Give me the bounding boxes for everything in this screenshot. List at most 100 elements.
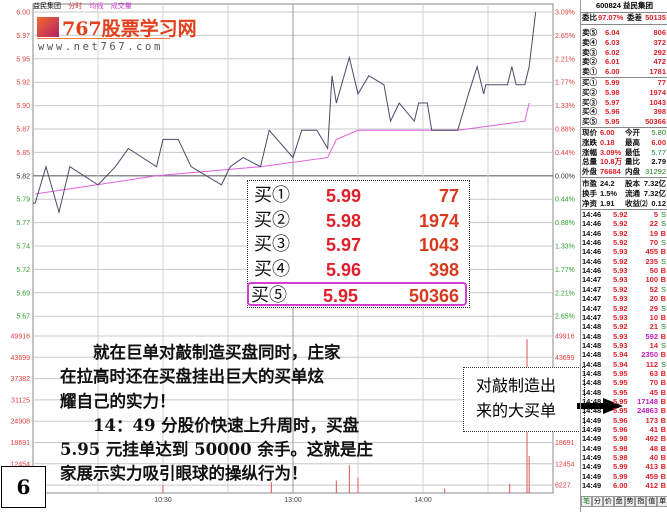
- panel-tab[interactable]: 盘: [613, 496, 625, 507]
- panel-tab[interactable]: 笔: [581, 496, 592, 507]
- tick-side: B: [660, 331, 666, 341]
- bid-label: 买③: [582, 97, 597, 107]
- panel-tab[interactable]: 值: [646, 496, 658, 507]
- tick-row: 14:49 5.96 173 B: [581, 416, 667, 426]
- annotation-line: 在拉高时还在买盘挂出巨大的买单炫: [60, 367, 324, 387]
- stat-label: 今开: [625, 128, 640, 137]
- pct-tick-label: 2.21%: [555, 290, 575, 297]
- stat-label: 最低: [625, 147, 640, 157]
- volume-tick-label-right: 49916: [555, 334, 575, 341]
- panel-tab[interactable]: 分: [591, 496, 603, 507]
- panel-tab[interactable]: 价: [602, 496, 614, 507]
- tick-side: S: [660, 210, 666, 219]
- tick-side: B: [660, 471, 666, 481]
- panel-tab[interactable]: 指: [635, 496, 647, 507]
- tick-time: 14:46: [582, 256, 602, 266]
- stat-value: 76684: [600, 167, 621, 177]
- tick-row: 14:46 5.93 455 B: [581, 247, 667, 257]
- panel-tab[interactable]: 势: [624, 496, 636, 507]
- tick-volume: 48: [649, 443, 658, 453]
- bid-level-volume: 1974: [418, 210, 459, 231]
- bid-row: 买② 5.98 1974: [581, 88, 667, 98]
- weibi-label: 委比: [582, 13, 597, 22]
- bid-price: 5.95: [605, 117, 620, 127]
- stat-value: 5.80: [651, 128, 666, 137]
- tick-time: 14:47: [582, 275, 602, 285]
- tick-price: 5.93: [613, 275, 628, 285]
- price-tick-label: 5.72: [16, 267, 30, 274]
- stat-value: 7.32亿: [643, 179, 666, 188]
- tick-time: 14:49: [582, 462, 602, 472]
- view-label[interactable]: 分时: [68, 2, 83, 10]
- pct-tick-label: 0.88%: [555, 127, 575, 134]
- weicha-label: 委差: [627, 13, 642, 22]
- stat-value: 10.8万: [600, 157, 623, 167]
- tick-time: 14:46: [582, 219, 602, 229]
- tick-side: B: [660, 378, 666, 388]
- tick-side: B: [660, 275, 666, 285]
- tick-time: 14:49: [582, 471, 602, 481]
- tick-side: S: [660, 322, 666, 332]
- volume-tick-label: 18691: [11, 440, 31, 447]
- tick-row: 14:48 5.93 592 B: [581, 332, 667, 342]
- tick-price: 5.98: [613, 443, 628, 453]
- pct-tick-label: 0.44%: [555, 150, 575, 157]
- bid-level-label: 买③: [254, 234, 290, 255]
- tick-row: 14:49 5.98 40 B: [581, 453, 667, 463]
- tick-time: 14:48: [582, 387, 602, 397]
- tick-volume: 21: [649, 322, 658, 332]
- tick-side: S: [660, 238, 666, 248]
- tick-side: B: [660, 415, 666, 425]
- tick-price: 6.00: [613, 481, 628, 491]
- stat-label: 流通: [625, 188, 640, 198]
- tick-time: 14:46: [582, 210, 602, 219]
- stat-row: 净资 1.91 收益⑵ 0.12: [581, 199, 667, 209]
- tick-side: S: [660, 359, 666, 369]
- tick-volume: 459: [645, 471, 658, 481]
- price-tick-label: 5.85: [16, 150, 30, 157]
- pct-tick-label: 0.88%: [555, 220, 575, 227]
- panel-tab[interactable]: 单: [657, 496, 667, 507]
- tick-price: 5.93: [613, 331, 628, 341]
- ask-price: 6.03: [605, 37, 620, 47]
- tick-price: 5.95: [613, 397, 628, 406]
- stat-row: 市盈 24.2 股本 7.32亿: [581, 179, 667, 189]
- tick-row: 14:48 5.95 45 B: [581, 388, 667, 398]
- tick-row: 14:49 5.98 492 B: [581, 434, 667, 444]
- stat-value: 5.77: [651, 147, 666, 157]
- price-tick-label: 5.77: [16, 220, 30, 227]
- tick-price: 5.95: [613, 368, 628, 378]
- tick-time: 14:47: [582, 284, 602, 294]
- tick-side: B: [660, 312, 666, 322]
- ask-volume: 806: [653, 28, 666, 37]
- stat-label: 收益⑵: [625, 198, 648, 208]
- tick-side: B: [660, 406, 666, 416]
- tick-time: 14:48: [582, 331, 602, 341]
- annotation-line: 就在巨单对敲制造买盘同时，庄家: [60, 343, 341, 362]
- tick-volume: 40: [649, 453, 658, 463]
- ask-label: 卖⑤: [582, 28, 597, 37]
- tick-price: 5.93: [613, 312, 628, 322]
- pct-tick-label: 1.33%: [555, 103, 575, 110]
- tick-price: 5.98: [613, 434, 628, 444]
- stat-value: 24.2: [600, 179, 615, 188]
- stat-value: 1.5%: [600, 188, 618, 198]
- bid-level-volume: 1043: [418, 235, 459, 255]
- tick-time: 14:49: [582, 434, 602, 444]
- stat-label: 涨跌: [582, 137, 597, 147]
- tick-row: 14:47 5.93 100 B: [581, 275, 667, 285]
- tick-volume: 41: [649, 425, 658, 435]
- tick-price: 5.96: [613, 425, 628, 435]
- weibi-row: 委比 97.07% 委差 50135: [581, 13, 667, 23]
- time-tick-label: 13:00: [284, 497, 302, 504]
- avg-label[interactable]: 均线: [89, 2, 104, 10]
- logo-chart-icon: [37, 17, 59, 37]
- divider: [581, 12, 667, 13]
- volume-label[interactable]: 成交量: [110, 2, 132, 10]
- tick-price: 5.95: [613, 406, 628, 416]
- tick-price: 5.93: [613, 340, 628, 350]
- tick-volume: 173: [645, 415, 658, 425]
- tick-side: B: [660, 443, 666, 453]
- tick-time: 14:48: [582, 378, 602, 388]
- divider: [581, 24, 667, 25]
